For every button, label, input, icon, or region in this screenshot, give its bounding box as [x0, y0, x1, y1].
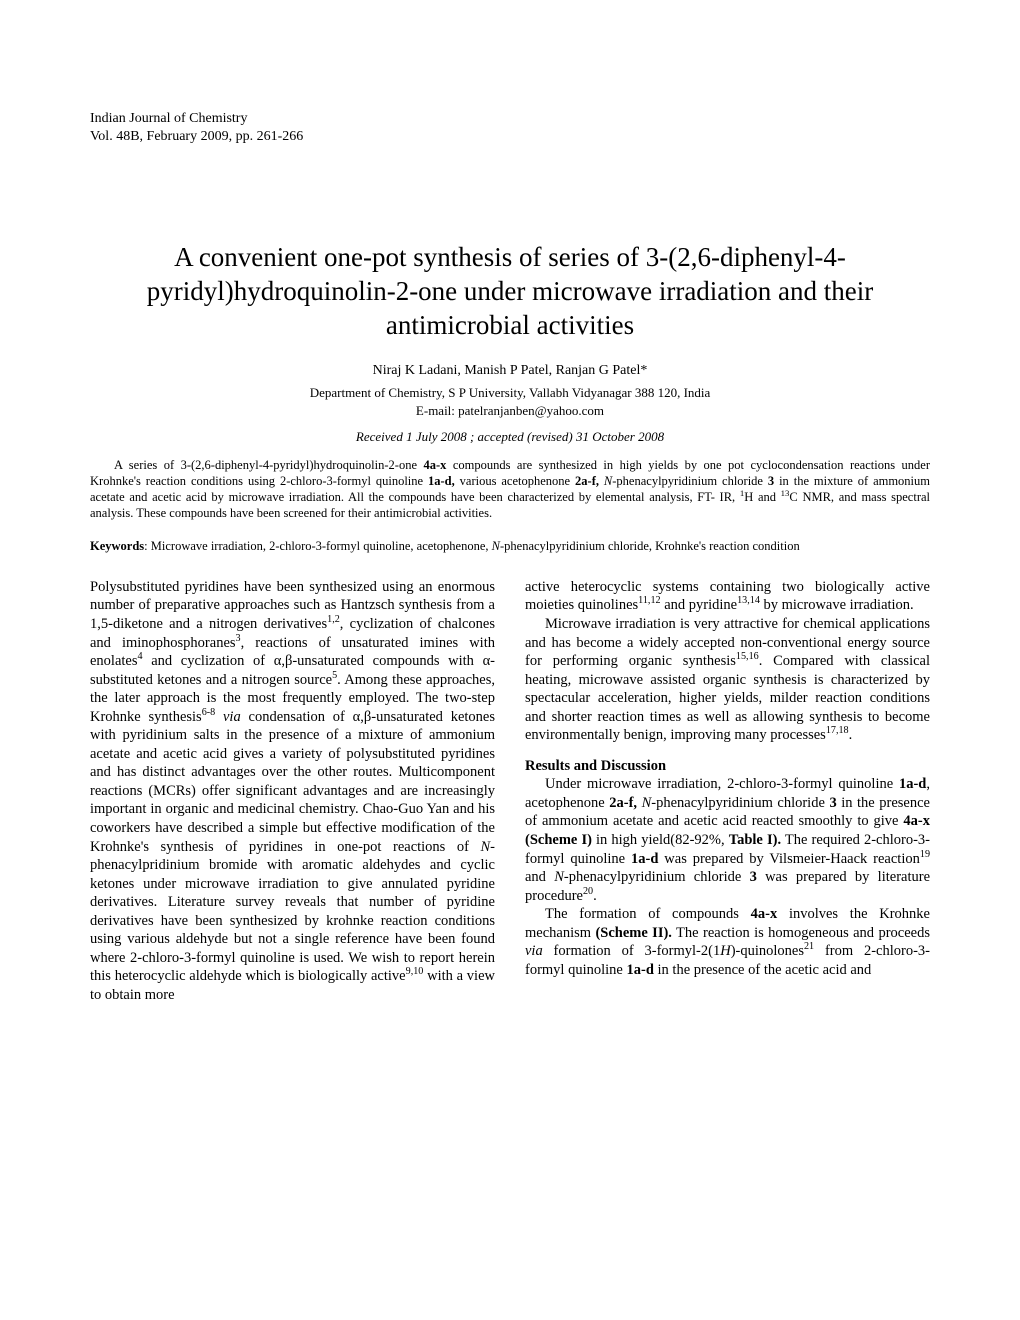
received-date: Received 1 July 2008 ; accepted (revised…: [90, 429, 930, 445]
authors: Niraj K Ladani, Manish P Patel, Ranjan G…: [90, 363, 930, 379]
email: E-mail: patelranjanben@yahoo.com: [90, 403, 930, 419]
keywords-block: Keywords: Microwave irradiation, 2-chlor…: [90, 538, 930, 554]
body-columns: Polysubstituted pyridines have been synt…: [90, 578, 930, 1005]
keywords-text: : Microwave irradiation, 2-chloro-3-form…: [144, 539, 800, 553]
section-heading-results: Results and Discussion: [525, 757, 930, 776]
journal-volume: Vol. 48B, February 2009, pp. 261-266: [90, 128, 930, 146]
journal-name: Indian Journal of Chemistry: [90, 110, 930, 128]
keywords-label: Keywords: [90, 539, 144, 553]
right-paragraph-2: Microwave irradiation is very attractive…: [525, 615, 930, 745]
right-paragraph-3: Under microwave irradiation, 2-chloro-3-…: [525, 775, 930, 905]
article-title: A convenient one-pot synthesis of series…: [90, 241, 930, 342]
abstract: A series of 3-(2,6-diphenyl-4-pyridyl)hy…: [90, 457, 930, 522]
journal-header: Indian Journal of Chemistry Vol. 48B, Fe…: [90, 110, 930, 146]
affiliation: Department of Chemistry, S P University,…: [90, 385, 930, 401]
right-paragraph-4: The formation of compounds 4a-x involves…: [525, 905, 930, 979]
left-paragraph-1: Polysubstituted pyridines have been synt…: [90, 578, 495, 1005]
right-column: active heterocyclic systems containing t…: [525, 578, 930, 1005]
left-column: Polysubstituted pyridines have been synt…: [90, 578, 495, 1005]
right-paragraph-1: active heterocyclic systems containing t…: [525, 578, 930, 615]
